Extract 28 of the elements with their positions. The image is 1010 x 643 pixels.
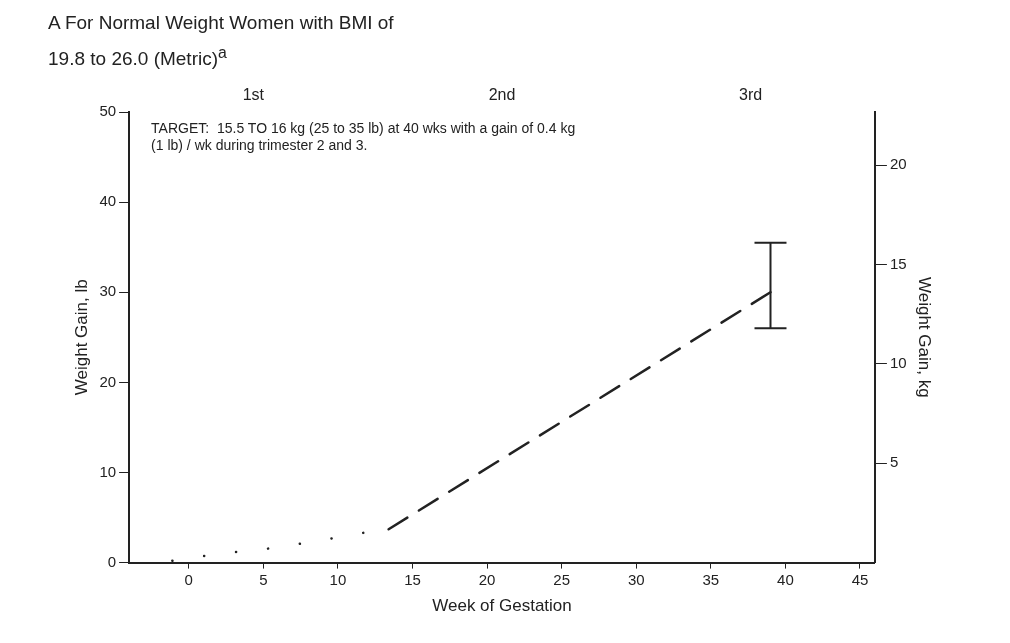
text: 3rd xyxy=(739,86,763,104)
x-tick-label: 40 xyxy=(777,570,794,588)
y2-tick-label: 5 xyxy=(889,453,899,471)
x-tick-label: 20 xyxy=(478,570,496,588)
x-tick-label: 30 xyxy=(627,570,645,588)
x-tick-label: 35 xyxy=(702,570,720,588)
y-tick-label: 0 xyxy=(107,552,117,570)
text: 1st xyxy=(242,86,265,104)
y2-axis-title: Weight Gain, kg xyxy=(915,276,935,398)
x-tick-label: 10 xyxy=(329,570,347,588)
y-tick-label: 20 xyxy=(99,372,117,390)
x-tick-label: 45 xyxy=(851,570,869,588)
y2-tick-label: 15 xyxy=(889,254,907,272)
y-tick-label: 50 xyxy=(99,102,117,120)
y2-tick-label: 10 xyxy=(889,354,907,372)
y-tick-label: 30 xyxy=(99,282,117,300)
x-axis-title: Week of Gestation xyxy=(432,596,572,616)
y2-tick-label: 20 xyxy=(889,155,907,173)
chart-title: A For Normal Weight Women with BMI of 19.8 to 26.0 (Metric)$^{a}$ xyxy=(47,11,395,72)
y-tick-label: 10 xyxy=(99,462,117,480)
x-tick-label: 0 xyxy=(184,570,193,588)
x-tick-label: 25 xyxy=(553,570,571,588)
y-tick-label: 40 xyxy=(99,192,117,210)
x-tick-label: 5 xyxy=(259,570,268,588)
y-axis-title: Weight Gain, lb xyxy=(71,279,91,396)
text: 2nd xyxy=(488,86,516,104)
annotation: TARGET: 15.5 TO 16 kg (25 to 35 lb) at 40 wks with a gain of 0.4 kg (1 lb) / wk during trimester 2 and 3. xyxy=(151,119,576,153)
x-tick-label: 15 xyxy=(404,570,421,588)
